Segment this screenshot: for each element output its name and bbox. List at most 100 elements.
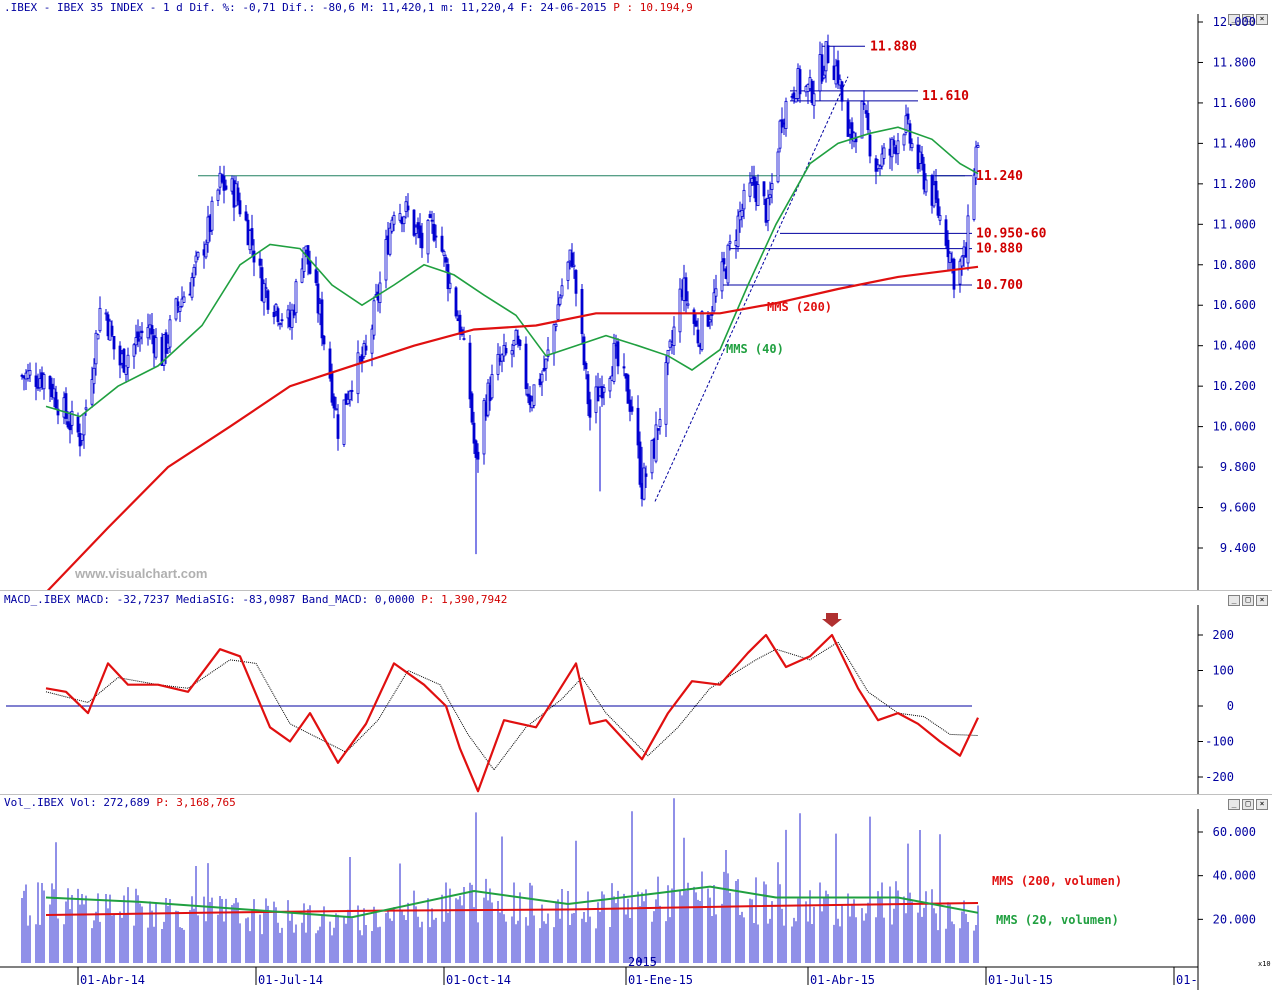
- candle-body: [630, 406, 634, 412]
- minimize-button[interactable]: _: [1228, 14, 1240, 25]
- candle-body: [196, 252, 200, 258]
- macd-header: MACD_.IBEX MACD: -32,7237 MediaSIG: -83,…: [4, 593, 507, 606]
- candle-body: [756, 184, 760, 207]
- candle-body: [414, 226, 418, 234]
- candle-body: [766, 198, 770, 221]
- maximize-button[interactable]: □: [1242, 595, 1254, 606]
- candle-body: [762, 181, 766, 197]
- candle-body: [398, 213, 402, 221]
- candle-body: [846, 101, 850, 137]
- price-header-stats: Dif. %: -0,71 Dif.: -80,6 M: 11,420,1 m:…: [189, 1, 607, 14]
- candle-body: [642, 467, 646, 500]
- candle-body: [258, 258, 262, 266]
- candle-body: [966, 215, 970, 264]
- macd-line: [45, 633, 979, 793]
- candle-body: [636, 407, 640, 446]
- candle-body: [430, 219, 434, 222]
- candle-body: [644, 473, 648, 477]
- maximize-button[interactable]: □: [1242, 799, 1254, 810]
- candle-body: [778, 120, 782, 149]
- price-chart[interactable]: 12.000 11.800 11.600 11.400 11.200 11.000 10.8…: [0, 0, 1272, 590]
- candle-body: [588, 399, 592, 418]
- candle-body: [154, 337, 158, 358]
- candle-body: [518, 339, 522, 346]
- price-y-tick-label: 11.200: [1213, 177, 1256, 191]
- candle-body: [752, 176, 756, 186]
- candle-body: [696, 329, 700, 344]
- candle-body: [168, 319, 172, 348]
- vol-header-text: Vol_.IBEX Vol: 272,689: [4, 796, 150, 809]
- candle-body: [524, 343, 528, 390]
- macd-header-text: MACD_.IBEX MACD: -32,7237 MediaSIG: -83,…: [4, 593, 415, 606]
- price-y-tick-label: 10.200: [1213, 379, 1256, 393]
- candle-body: [948, 252, 952, 263]
- candle-body: [860, 100, 864, 139]
- mms200-label: MMS (200): [767, 300, 832, 314]
- candle-body: [748, 182, 752, 197]
- candle-body: [960, 256, 964, 267]
- candle-body: [342, 399, 346, 445]
- candle-body: [906, 113, 910, 120]
- level-label: 10.700: [976, 278, 1023, 293]
- candle-body: [958, 260, 962, 285]
- price-y-tick-label: 12.000: [1213, 15, 1256, 29]
- close-button[interactable]: ×: [1256, 799, 1268, 810]
- candle-body: [934, 180, 938, 200]
- candle-body: [82, 413, 86, 436]
- price-y-tick-label: 10.000: [1213, 420, 1256, 434]
- candle-body: [20, 374, 24, 377]
- candle-body: [104, 312, 108, 315]
- candle-body: [904, 115, 908, 133]
- candle-body: [64, 393, 68, 419]
- candle-body: [608, 377, 612, 392]
- candle-body: [952, 258, 956, 290]
- candle-body: [264, 287, 268, 290]
- candle-body: [582, 336, 586, 366]
- candle-body: [320, 299, 324, 339]
- candle-body: [308, 261, 312, 274]
- candle-body: [290, 309, 294, 328]
- candle-body: [406, 205, 410, 211]
- candle-body: [776, 151, 780, 183]
- candle-body: [126, 354, 130, 368]
- candle-body: [190, 277, 194, 298]
- candle-body: [448, 282, 452, 289]
- candle-body: [626, 374, 630, 404]
- x-tick-label: 01-Abr-14: [80, 973, 145, 987]
- candle-body: [740, 209, 744, 217]
- candle-body: [540, 373, 544, 383]
- candle-body: [574, 270, 578, 294]
- candle-body: [316, 283, 320, 314]
- candle-body: [182, 296, 186, 303]
- candle-body: [836, 60, 840, 84]
- candle-body: [204, 243, 208, 258]
- candle-body: [742, 189, 746, 210]
- candle-body: [334, 408, 338, 411]
- minimize-button[interactable]: _: [1228, 595, 1240, 606]
- candle-body: [542, 368, 546, 371]
- price-y-tick-label: 11.400: [1213, 136, 1256, 150]
- macd-chart[interactable]: 200 100 0 -100 -200: [0, 591, 1272, 795]
- candle-body: [360, 354, 364, 362]
- volume-chart[interactable]: 60.000 40.000 20.000 MMS (200, volumen) MMS …: [0, 795, 1272, 990]
- maximize-button[interactable]: □: [1242, 14, 1254, 25]
- candle-body: [274, 303, 278, 312]
- macd-y-tick-label: -100: [1205, 735, 1234, 749]
- candle-body: [546, 349, 550, 357]
- candle-body: [496, 353, 500, 375]
- price-header-prefix: .IBEX - IBEX 35 INDEX - 1 d: [4, 1, 183, 14]
- candle-body: [726, 244, 730, 284]
- candle-body: [280, 319, 284, 322]
- vol-y-tick-label: 20.000: [1213, 912, 1256, 926]
- close-button[interactable]: ×: [1256, 14, 1268, 25]
- year-marker: 2015: [628, 955, 657, 969]
- close-button[interactable]: ×: [1256, 595, 1268, 606]
- candle-body: [194, 255, 198, 263]
- macd-header-last: P: 1,390,7942: [421, 593, 508, 606]
- candle-body: [434, 235, 438, 238]
- candle-body: [426, 219, 430, 255]
- candle-body: [556, 304, 560, 320]
- candle-body: [236, 187, 240, 202]
- x10-label: x10: [1258, 960, 1271, 968]
- minimize-button[interactable]: _: [1228, 799, 1240, 810]
